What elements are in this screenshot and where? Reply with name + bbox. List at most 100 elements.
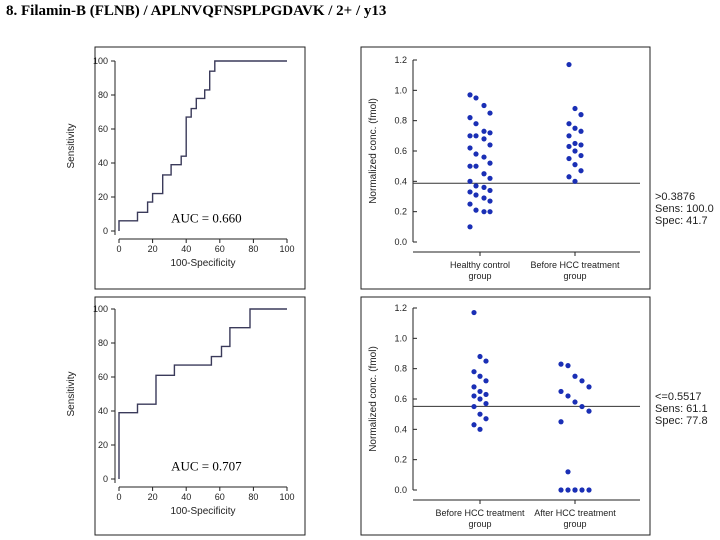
- roc-top-ytick-label: 20: [98, 192, 108, 202]
- dot-bottom-criterion-label: Sens: 61.1: [655, 403, 708, 415]
- dot-bottom-point: [565, 469, 571, 475]
- dot-bottom-point: [558, 487, 564, 493]
- roc-bottom-ytick-label: 80: [98, 338, 108, 348]
- dot-bottom-point: [483, 400, 489, 407]
- roc-bottom-xtick-label: 80: [248, 492, 258, 502]
- dot-top-point: [473, 163, 479, 169]
- roc-top-xtick-label: 80: [248, 244, 258, 254]
- dot-top-point: [473, 207, 479, 213]
- dot-top-point: [473, 121, 479, 127]
- figure-title: 8. Filamin-B (FLNB) / APLNVQFNSPLPGDAVK …: [6, 3, 387, 19]
- roc-top-xtick-label: 100: [279, 244, 294, 254]
- dot-bottom-point: [572, 487, 578, 493]
- dot-bottom-point: [483, 391, 489, 398]
- dot-top-criterion-label: Spec: 41.7: [655, 215, 708, 227]
- dot-top-point: [572, 140, 578, 147]
- roc-bottom-ytick-label: 60: [98, 372, 108, 382]
- roc-top-ytick-label: 60: [98, 124, 108, 134]
- dot-top-point: [578, 142, 584, 148]
- dot-top-point: [467, 115, 473, 121]
- roc-bottom-auc-label: AUC = 0.707: [171, 459, 242, 474]
- dot-top-ytick-label: 0.0: [394, 237, 407, 247]
- dot-top-point: [572, 125, 578, 131]
- roc-top-xtick-label: 40: [181, 244, 191, 254]
- dot-top-chart: 0.0 0.2 0.4 0.6 0.8 1.0 1.2 Healthy control grou…: [360, 46, 714, 290]
- dot-bottom-point: [483, 416, 489, 422]
- dot-top-point: [467, 189, 473, 195]
- dot-top-point: [487, 175, 493, 181]
- dot-bottom-category-label: After HCC treatment group: [534, 508, 616, 529]
- dot-bottom-ytick-label: 0.8: [394, 364, 407, 374]
- dot-bottom-point: [477, 353, 483, 360]
- dot-top-point: [473, 151, 479, 157]
- dot-top-ytick-label: 0.6: [394, 146, 407, 156]
- dot-top-point: [467, 163, 473, 169]
- dot-bottom-point: [565, 363, 571, 369]
- dot-top-point: [566, 61, 572, 68]
- dot-top-point: [467, 92, 473, 98]
- dot-top-point: [578, 168, 584, 174]
- dot-top-point: [481, 209, 487, 215]
- dot-top-point: [487, 198, 493, 204]
- dot-top-point: [481, 171, 487, 177]
- dot-top-point: [487, 209, 493, 215]
- dot-bottom-point: [579, 487, 585, 493]
- roc-bottom-ytick-label: 20: [98, 440, 108, 450]
- dot-top-point: [473, 95, 479, 101]
- roc-top-auc-label: AUC = 0.660: [171, 211, 242, 226]
- roc-bottom-xtick-label: 0: [116, 492, 121, 502]
- dot-top-point: [566, 121, 572, 127]
- dot-bottom-point: [477, 426, 483, 432]
- dot-bottom-point: [572, 373, 578, 379]
- dot-top-ytick-label: 0.8: [394, 116, 407, 126]
- roc-top-ytick-label: 40: [98, 158, 108, 168]
- dot-top-point: [566, 133, 572, 139]
- dot-bottom-point: [572, 399, 578, 405]
- dot-top-point: [467, 224, 473, 230]
- dot-top-criterion-label: Sens: 100.0: [655, 203, 714, 215]
- dot-top-point: [578, 128, 584, 134]
- roc-top-ylabel: Sensitivity: [66, 123, 77, 168]
- dot-bottom-point: [579, 378, 585, 384]
- dot-bottom-point: [471, 369, 477, 375]
- roc-top-chart: 0 20 40 60 80 100 0 20 40 60 80 100 100-Specificity S…: [66, 46, 306, 290]
- dot-top-ytick-label: 0.2: [394, 207, 407, 217]
- dot-bottom-point: [483, 358, 489, 364]
- dot-top-point: [572, 178, 578, 184]
- dot-top-point: [487, 142, 493, 148]
- roc-bottom-curve: [118, 308, 287, 479]
- dot-bottom-point: [471, 403, 477, 410]
- dot-top-point: [467, 133, 473, 139]
- roc-bottom-frame: [94, 296, 306, 536]
- dot-top-point: [487, 110, 493, 116]
- roc-top-frame: [94, 46, 306, 290]
- dot-bottom-criterion-label: Spec: 77.8: [655, 415, 708, 427]
- dot-bottom-point: [483, 378, 489, 384]
- dot-top-point: [467, 178, 473, 184]
- dot-top-point: [481, 128, 487, 134]
- roc-bottom-xtick-label: 60: [215, 492, 225, 502]
- dot-top-category-label: Healthy control group: [450, 260, 510, 281]
- dot-top-point: [467, 201, 473, 207]
- dot-bottom-point: [477, 373, 483, 379]
- dot-bottom-point: [471, 384, 477, 390]
- dot-top-point: [481, 102, 487, 109]
- roc-top-xtick-label: 60: [215, 244, 225, 254]
- dot-bottom-point: [471, 309, 477, 316]
- dot-top-criterion-label: >0.3876: [655, 191, 695, 203]
- dot-bottom-criterion-label: <=0.5517: [655, 391, 702, 403]
- dot-bottom-point: [586, 408, 592, 414]
- dot-bottom-point: [565, 487, 571, 493]
- dot-top-point: [481, 184, 487, 190]
- dot-top-frame: [360, 46, 651, 290]
- dot-top-point: [473, 183, 479, 189]
- roc-top-ytick-label: 80: [98, 90, 108, 100]
- dot-bottom-point: [565, 393, 571, 399]
- dot-bottom-point: [477, 411, 483, 417]
- dot-top-point: [481, 136, 487, 142]
- dot-bottom-point: [558, 419, 564, 425]
- dot-bottom-point: [579, 403, 585, 410]
- dot-top-point: [487, 130, 493, 136]
- dot-bottom-ylabel: Normalized conc. (fmol): [368, 346, 379, 452]
